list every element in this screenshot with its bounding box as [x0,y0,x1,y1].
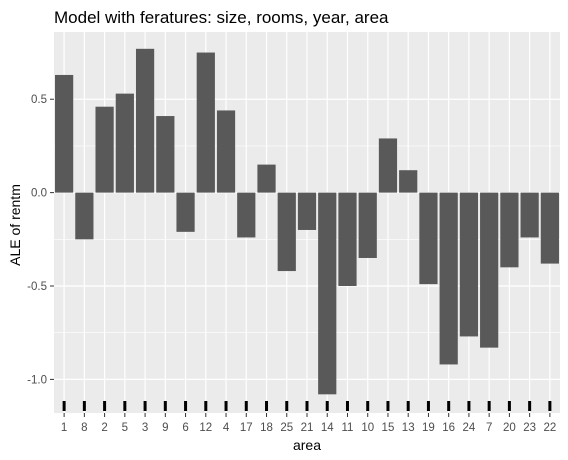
x-tick-label: 8 [81,422,87,434]
x-tick-label: 13 [402,422,415,434]
rug-mark [163,401,167,411]
chart-title: Model with feratures: size, rooms, year,… [54,8,389,27]
x-tick-label: 22 [543,422,556,434]
bars [55,48,559,395]
x-tick-label: 10 [361,422,374,434]
x-tick-label: 9 [162,422,168,434]
bar-area-20 [500,192,519,268]
y-tick-label: -1.0 [27,374,47,386]
rug-mark [123,401,127,411]
x-tick-label: 2 [101,422,107,434]
bar-area-11 [338,192,357,286]
bar-area-5 [115,93,134,193]
rug-mark [447,401,451,411]
rug-mark [325,401,329,411]
x-tick-label: 23 [523,422,536,434]
x-axis: 1 8 2 5 3 9 6 12 4 17 18 25 21 14 11 10 15 13 19 16 24 7 20 23 2… [61,413,556,434]
x-tick-label: 16 [442,422,455,434]
rug-mark [204,401,208,411]
x-tick-label: 3 [142,422,148,434]
bar-area-8 [75,192,94,240]
x-tick-label: 15 [382,422,395,434]
rug-mark [426,401,430,411]
rug-mark [62,401,66,411]
y-tick-label: 0.0 [31,188,47,200]
bar-area-15 [378,138,398,193]
rug-mark [345,401,349,411]
bar-area-25 [277,192,296,272]
x-tick-label: 7 [486,422,492,434]
bar-area-6 [176,192,195,232]
bar-area-9 [156,116,175,193]
bar-area-22 [540,192,559,264]
bar-area-1 [55,74,74,193]
y-tick-label: -0.5 [27,281,47,293]
x-tick-label: 19 [422,422,435,434]
x-tick-label: 21 [301,422,314,434]
x-tick-label: 17 [240,422,253,434]
x-tick-label: 1 [61,422,67,434]
y-axis-title: ALE of rentm [7,184,23,266]
bar-area-17 [237,192,256,238]
rug-mark [487,401,491,411]
rug-mark [548,401,552,411]
bar-area-12 [196,52,215,193]
bar-area-16 [439,192,458,365]
x-tick-label: 12 [199,422,212,434]
bar-area-24 [459,192,479,337]
rug-mark [143,401,147,411]
y-axis: 0.5 0.0 -0.5 -1.0 [27,94,54,386]
rug-mark [244,401,248,411]
rug-mark [224,401,228,411]
bar-area-3 [135,48,155,193]
y-tick-label: 0.5 [31,94,47,106]
bar-area-7 [480,192,499,348]
rug-mark [305,401,309,411]
x-tick-label: 4 [223,422,230,434]
bar-area-18 [257,164,276,193]
bar-area-10 [358,192,377,258]
x-tick-label: 6 [182,422,188,434]
x-tick-label: 5 [122,422,128,434]
rug-mark [386,401,390,411]
x-tick-label: 24 [463,422,476,434]
bar-area-13 [399,170,418,193]
x-tick-label: 25 [280,422,293,434]
bar-area-4 [216,110,236,193]
rug-mark [103,401,107,411]
rug-mark [528,401,532,411]
x-tick-label: 18 [260,422,273,434]
x-tick-label: 14 [321,422,334,434]
rug-mark [184,401,188,411]
rug-mark [366,401,370,411]
rug-mark [82,401,86,411]
bar-area-23 [520,192,539,238]
rug-marks [62,401,552,411]
x-tick-label: 20 [503,422,516,434]
rug-mark [265,401,269,411]
x-tick-label: 11 [342,422,354,434]
rug-mark [507,401,511,411]
bar-area-14 [318,192,337,395]
rug-mark [285,401,289,411]
rug-mark [406,401,410,411]
bar-area-21 [297,192,317,230]
bar-area-2 [95,106,114,193]
bar-area-19 [419,192,438,285]
x-axis-title: area [293,437,321,453]
rug-mark [467,401,471,411]
